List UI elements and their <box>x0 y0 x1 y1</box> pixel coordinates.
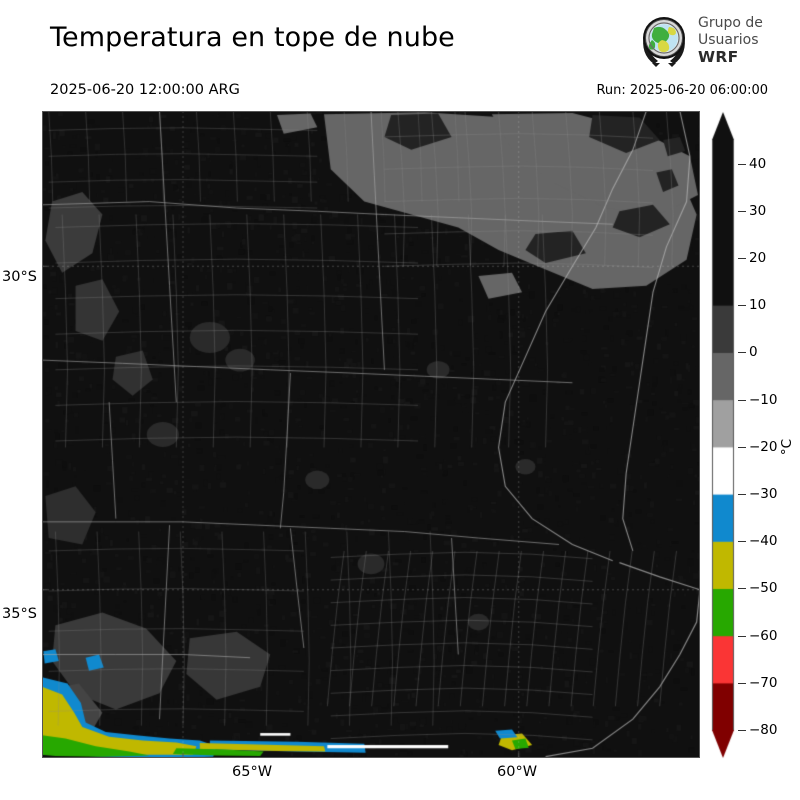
logo-text: Grupo de Usuarios WRF <box>698 15 763 66</box>
colorbar-tick-label: 30 <box>749 202 767 219</box>
colorbar-tick-label: 0 <box>749 344 758 361</box>
colorbar-tick-label: −20 <box>749 438 778 455</box>
colorbar-tick-label: −70 <box>749 674 778 691</box>
logo-line-1: Grupo de <box>698 15 763 31</box>
colorbar-unit-label: °C <box>779 438 796 455</box>
cloud-top-temperature-raster <box>42 111 700 758</box>
map-panel[interactable] <box>42 111 700 758</box>
colorbar-tick-label: 40 <box>749 155 767 172</box>
colorbar-tick-label: −40 <box>749 533 778 550</box>
globe-emblem-icon <box>643 17 685 67</box>
run-time-label: Run: 2025-06-20 06:00:00 <box>596 83 768 98</box>
colorbar-gradient <box>710 110 738 760</box>
colorbar-tick <box>738 399 746 401</box>
colorbar-tick <box>738 352 746 354</box>
logo-line-2: Usuarios <box>698 32 759 48</box>
colorbar-tick-label: 10 <box>749 297 767 314</box>
colorbar-tick-label: −80 <box>749 722 778 738</box>
lat-tick-label-30s: 30°S <box>2 269 37 285</box>
colorbar-tick <box>738 305 746 307</box>
colorbar <box>710 110 738 760</box>
colorbar-tick <box>738 588 746 590</box>
wrf-user-group-logo: Grupo de Usuarios WRF <box>636 14 794 70</box>
colorbar-tick <box>738 635 746 637</box>
colorbar-tick-label: −10 <box>749 391 778 408</box>
colorbar-tick <box>738 494 746 495</box>
lon-tick-label-65w: 65°W <box>232 764 273 780</box>
colorbar-tick-label: 20 <box>749 250 767 266</box>
colorbar-tick <box>738 258 746 259</box>
colorbar-tick <box>738 541 746 543</box>
valid-time-label: 2025-06-20 12:00:00 ARG <box>50 82 240 98</box>
lon-tick-label-60w: 60°W <box>497 764 538 780</box>
colorbar-tick <box>738 730 746 731</box>
page-title: Temperatura en tope de nube <box>50 22 455 53</box>
colorbar-tick <box>738 163 746 165</box>
colorbar-tick <box>738 210 746 212</box>
colorbar-tick <box>738 446 746 448</box>
colorbar-tick-label: −60 <box>749 627 778 644</box>
lat-tick-label-35s: 35°S <box>2 606 37 622</box>
logo-line-3: WRF <box>698 48 739 66</box>
colorbar-tick <box>738 682 746 684</box>
colorbar-tick-label: −50 <box>749 580 778 597</box>
colorbar-tick-label: −30 <box>749 486 778 502</box>
